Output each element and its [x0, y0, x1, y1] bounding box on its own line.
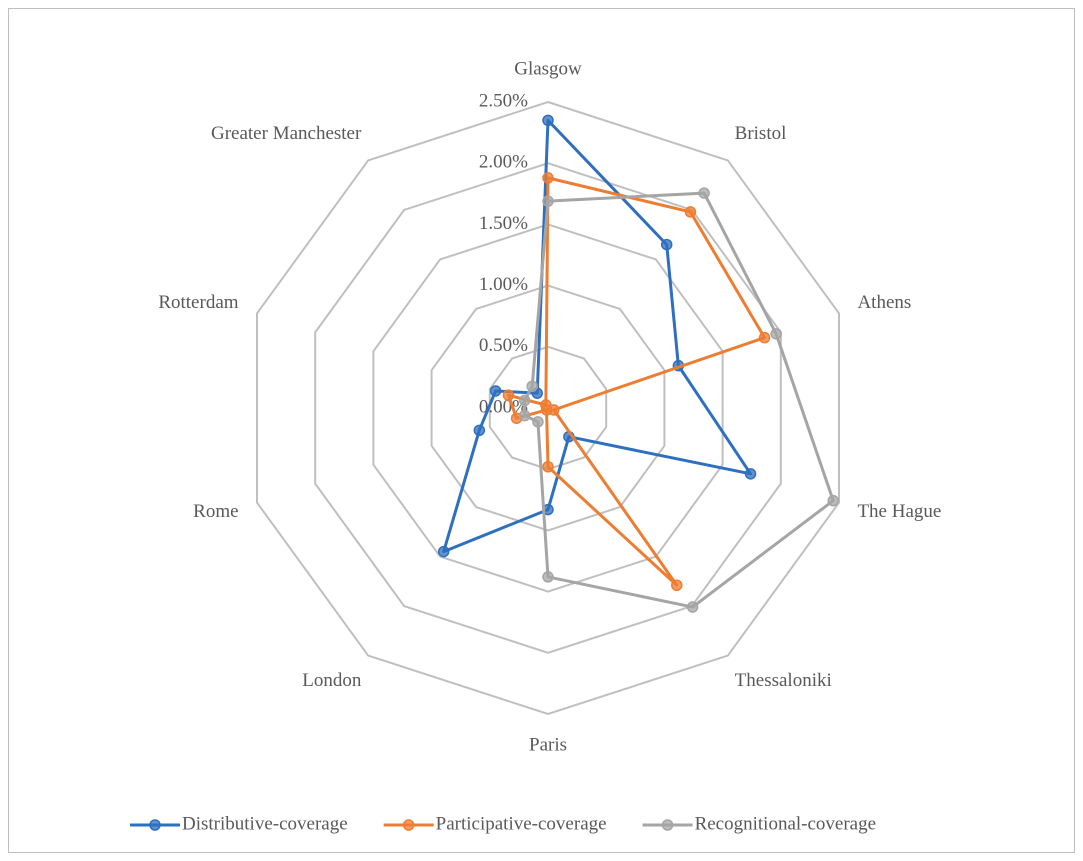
data-point: [542, 461, 554, 473]
data-point: [542, 571, 554, 583]
data-point: [686, 601, 699, 613]
legend-label: Recognitional-coverage: [695, 813, 876, 834]
legend-label: Distributive-coverage: [182, 813, 348, 834]
category-label: Paris: [529, 734, 567, 755]
category-label: Thessaloniki: [735, 670, 832, 691]
category-label: Rotterdam: [158, 292, 238, 313]
legend-label: Participative-coverage: [436, 813, 607, 834]
category-label: Glasgow: [514, 58, 582, 79]
data-point: [489, 385, 502, 397]
data-point: [540, 399, 552, 411]
data-point: [526, 380, 538, 392]
grid-ring: [430, 284, 666, 532]
legend-marker: [402, 819, 415, 831]
legend-marker: [661, 819, 674, 831]
data-point: [758, 331, 771, 344]
chart-border: [8, 8, 1075, 853]
data-point: [671, 579, 683, 592]
data-point: [660, 238, 673, 251]
y-tick-label: 2.00%: [479, 152, 528, 173]
category-label: Greater Manchester: [211, 123, 362, 144]
category-label: Rome: [193, 501, 238, 522]
category-label: Bristol: [735, 123, 787, 144]
category-label: Athens: [857, 292, 911, 313]
data-point: [770, 328, 782, 340]
data-point: [532, 416, 544, 428]
y-tick-label: 1.00%: [479, 274, 528, 295]
grid-ring: [372, 223, 724, 593]
data-point: [518, 394, 531, 407]
data-point: [744, 468, 757, 480]
y-tick-label: 2.50%: [479, 90, 528, 111]
data-point: [518, 409, 531, 422]
grid-ring: [255, 100, 841, 716]
y-tick-label: 0.50%: [479, 335, 528, 356]
data-point: [827, 494, 839, 507]
data-point: [684, 206, 697, 218]
grid-ring: [314, 162, 782, 654]
category-label: London: [302, 670, 362, 691]
data-point: [542, 114, 554, 127]
data-point: [542, 172, 554, 184]
data-point: [473, 424, 486, 437]
y-tick-label: 1.50%: [479, 213, 528, 234]
data-point: [698, 187, 710, 199]
category-label: The Hague: [857, 501, 941, 522]
data-point: [542, 195, 554, 207]
legend-marker: [149, 819, 161, 831]
data-point: [502, 389, 515, 401]
data-point: [437, 545, 450, 558]
